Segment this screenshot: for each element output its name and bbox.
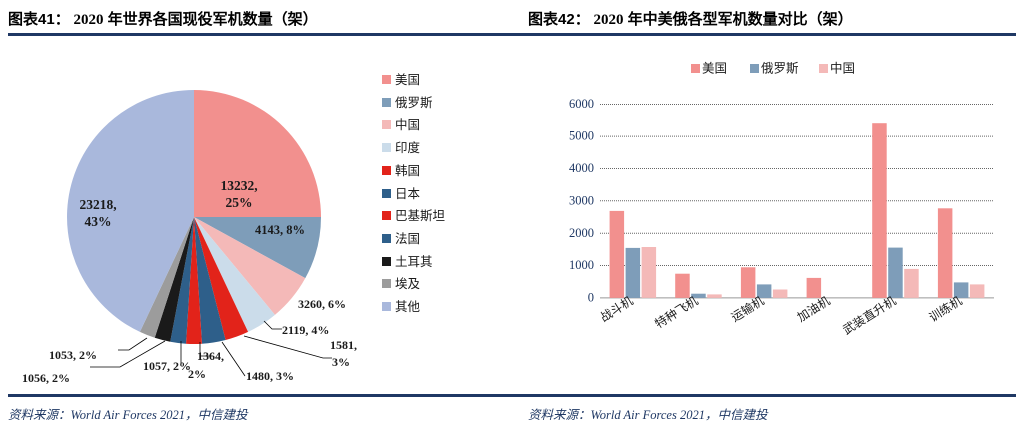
svg-text:1581,: 1581, bbox=[330, 338, 357, 352]
svg-text:1480, 3%: 1480, 3% bbox=[246, 369, 294, 383]
svg-text:5000: 5000 bbox=[569, 129, 594, 143]
svg-text:4000: 4000 bbox=[569, 161, 594, 175]
svg-text:0: 0 bbox=[588, 291, 594, 305]
svg-text:43%: 43% bbox=[85, 214, 112, 229]
svg-text:武装直升机: 武装直升机 bbox=[840, 294, 898, 338]
svg-text:6000: 6000 bbox=[569, 97, 594, 111]
svg-text:13232,: 13232, bbox=[220, 178, 257, 193]
svg-text:3260, 6%: 3260, 6% bbox=[298, 297, 346, 311]
svg-text:俄罗斯: 俄罗斯 bbox=[761, 62, 799, 76]
svg-text:1053, 2%: 1053, 2% bbox=[49, 348, 97, 362]
svg-text:4143, 8%: 4143, 8% bbox=[255, 223, 305, 237]
svg-text:1364,: 1364, bbox=[197, 349, 224, 363]
svg-text:2000: 2000 bbox=[569, 226, 594, 240]
svg-text:1000: 1000 bbox=[569, 258, 594, 272]
svg-text:3000: 3000 bbox=[569, 193, 594, 207]
svg-text:美国: 美国 bbox=[702, 62, 727, 76]
svg-text:2119, 4%: 2119, 4% bbox=[282, 323, 329, 337]
svg-text:25%: 25% bbox=[226, 195, 253, 210]
svg-text:1056, 2%: 1056, 2% bbox=[22, 371, 70, 385]
svg-text:特种飞机: 特种飞机 bbox=[652, 293, 701, 331]
svg-text:3%: 3% bbox=[332, 355, 350, 369]
svg-text:23218,: 23218, bbox=[79, 197, 116, 212]
svg-text:1057, 2%: 1057, 2% bbox=[143, 359, 191, 373]
svg-text:中国: 中国 bbox=[830, 61, 855, 76]
